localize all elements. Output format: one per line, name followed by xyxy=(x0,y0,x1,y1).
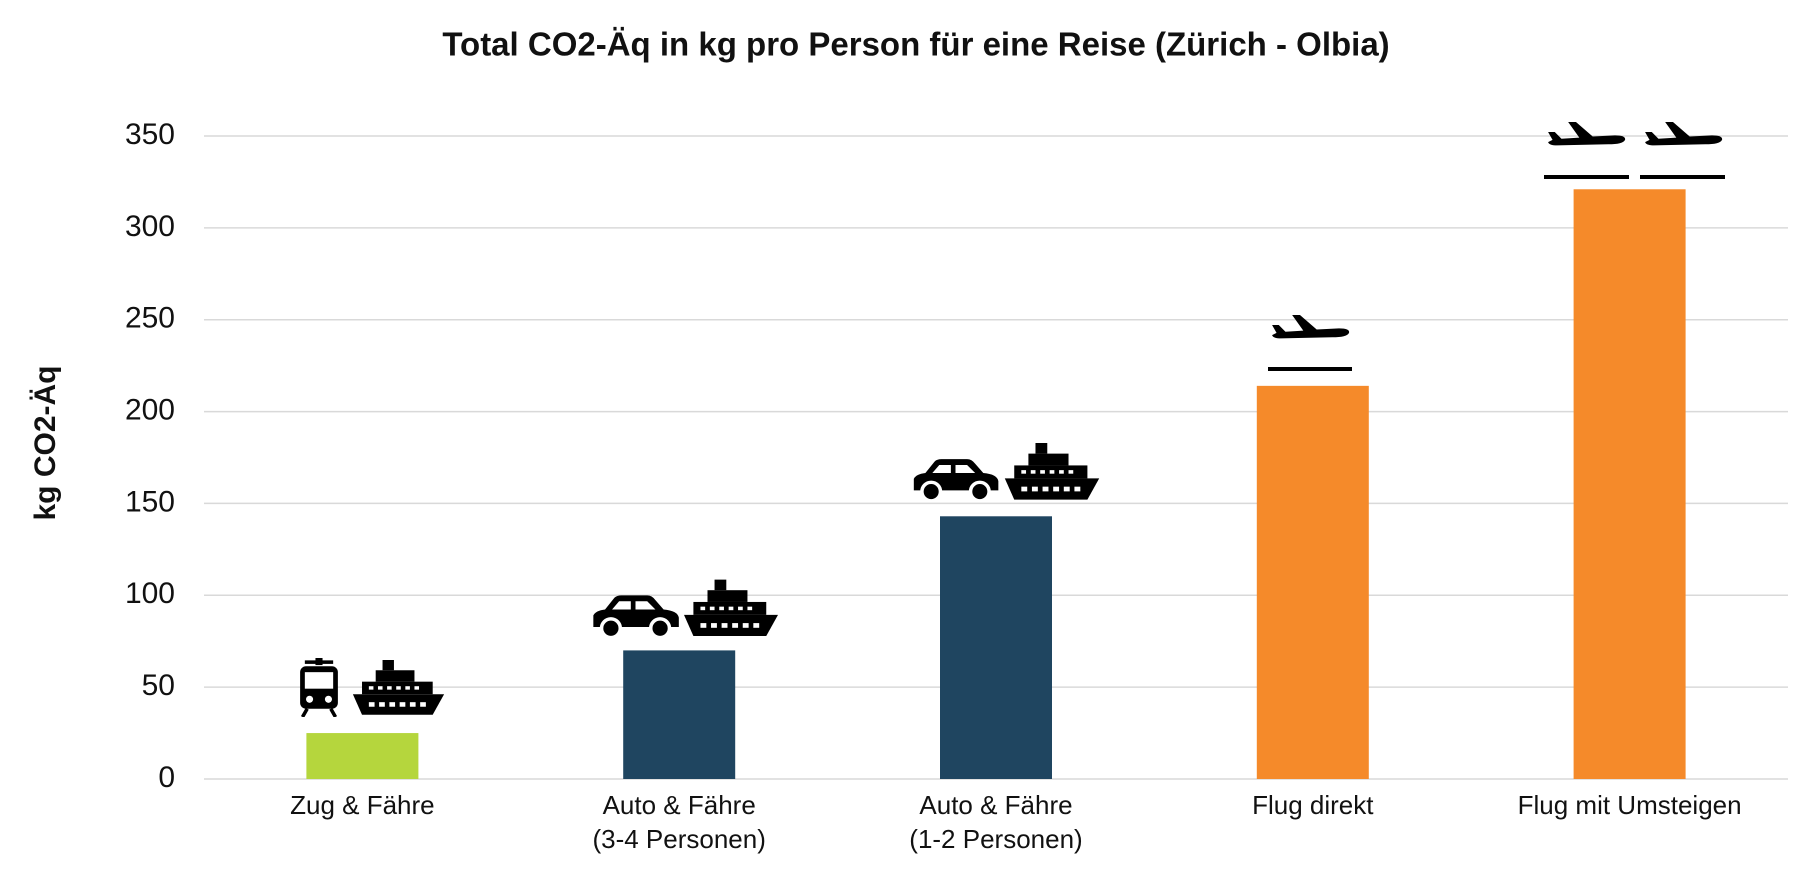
y-tick-label: 300 xyxy=(125,210,175,243)
x-tick-label: Flug direkt xyxy=(1252,790,1374,820)
chart-title: Total CO2-Äq in kg pro Person für eine R… xyxy=(442,26,1389,63)
y-axis-title: kg CO2-Äq xyxy=(29,365,62,520)
bar xyxy=(1573,189,1686,779)
x-tick-label: Auto & Fähre (3-4 Personen) xyxy=(592,790,766,854)
bar xyxy=(1256,385,1369,779)
bar xyxy=(940,516,1052,779)
icons xyxy=(300,122,1725,717)
bar xyxy=(306,733,419,779)
y-tick-label: 150 xyxy=(125,485,175,518)
y-tick-label: 200 xyxy=(125,393,175,426)
y-tick-label: 100 xyxy=(125,577,175,610)
x-tick-label: Flug mit Umsteigen xyxy=(1517,790,1742,820)
y-tick-label: 0 xyxy=(158,761,175,794)
y-tick-label: 350 xyxy=(125,118,175,151)
bar xyxy=(623,650,736,779)
y-tick-label: 50 xyxy=(142,669,175,702)
x-tick-label: Auto & Fähre (1-2 Personen) xyxy=(909,790,1083,854)
y-tick-label: 250 xyxy=(125,302,175,335)
x-tick-label: Zug & Fähre xyxy=(290,790,435,820)
